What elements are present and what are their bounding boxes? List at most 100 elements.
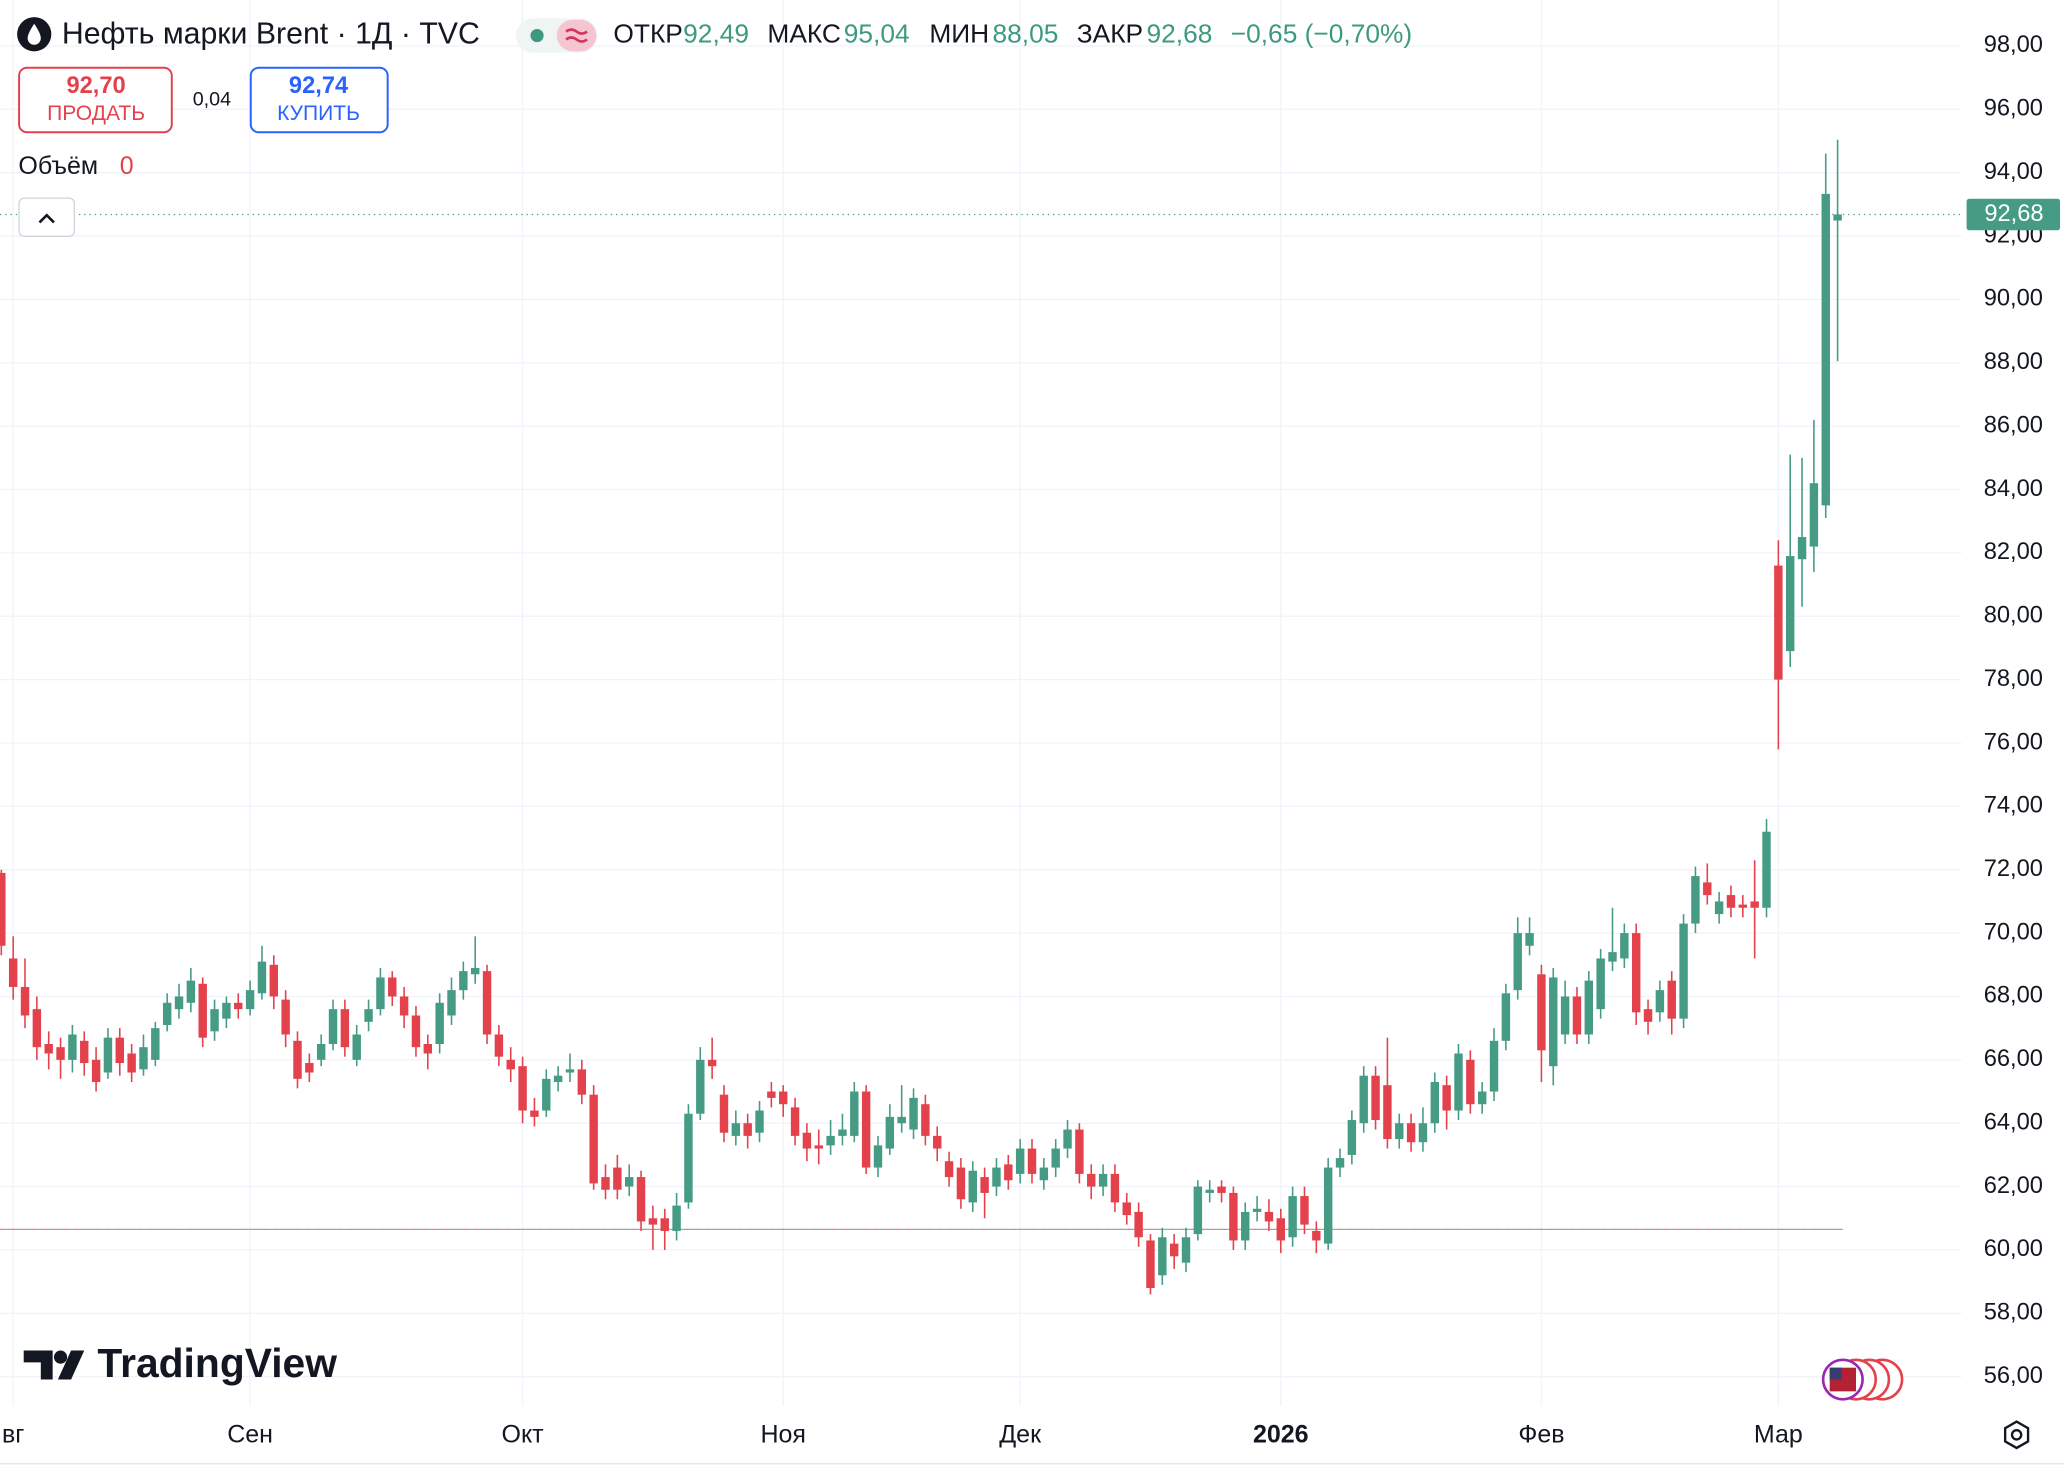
delay-badge [556,19,597,52]
candle-body [1762,831,1771,908]
logo-dot [53,1350,68,1364]
candle-body [1643,1009,1653,1022]
candle-body [719,1094,729,1133]
candle-body [1655,990,1665,1013]
candle-body [1726,895,1736,908]
x-tick-label: Ноя [760,1421,806,1449]
candle-body [151,1028,160,1060]
candle-body [1075,1129,1084,1174]
candle-body [779,1091,788,1105]
candle-body [1371,1075,1380,1121]
candle-body [1525,933,1534,946]
candle-body [933,1135,942,1149]
candle-body [743,1123,752,1136]
candle-body [376,977,385,1010]
candle-body [293,1040,302,1079]
y-tick-label: 72,00 [1984,856,2043,882]
candle-body [1217,1186,1226,1193]
y-tick-label: 58,00 [1984,1300,2043,1326]
candle-body [1335,1158,1345,1168]
logo-text[interactable]: TradingView [97,1340,337,1386]
settings-icon[interactable] [2003,1420,2030,1450]
buy-label: КУПИТЬ [277,102,360,125]
candle-body [1785,556,1795,652]
candle-body [0,872,6,946]
candle-body [921,1104,930,1136]
candle-body [684,1113,693,1203]
candle-body [861,1091,871,1168]
logo-icon [23,1350,85,1380]
candle-body [20,986,30,1016]
candle-body [447,990,456,1016]
candle-body [91,1059,101,1083]
candle-body [482,971,492,1035]
candle-body [1560,996,1570,1035]
y-tick-label: 84,00 [1984,476,2043,502]
price-change: −0,65 (−0,70%) [1231,18,1412,48]
candle-body [1098,1173,1108,1187]
candle-body [636,1177,646,1222]
candle-body [518,1066,527,1111]
x-tick-label: Мар [1754,1421,1803,1449]
buy-button[interactable] [249,66,389,134]
candle-body [1158,1237,1167,1276]
candle-body [968,1170,977,1203]
candle-body [1359,1075,1368,1124]
ohlc-value: 95,04 [844,18,910,48]
x-tick-label: вг [2,1421,24,1449]
candle-body [1513,933,1522,991]
y-tick-label: 68,00 [1984,983,2043,1009]
candle-body [897,1116,906,1124]
candle-body [1063,1129,1072,1149]
candle-body [257,961,267,994]
candle-body [44,1044,53,1054]
ohlc-value: 92,49 [683,18,749,48]
y-tick-label: 56,00 [1984,1363,2043,1389]
candle-body [32,1009,42,1048]
y-tick-label: 76,00 [1984,729,2043,755]
y-tick-label: 94,00 [1984,159,2043,185]
candle-body [956,1167,966,1200]
last-price-badge [1966,198,2061,231]
candle-body [814,1145,823,1149]
candle-body [1051,1148,1060,1168]
candle-body [1193,1186,1203,1235]
candle-body [1584,980,1594,1035]
x-tick-label: Окт [502,1421,545,1449]
candle-body [589,1094,598,1184]
candle-body [1703,882,1712,896]
candle-body [1406,1123,1416,1143]
candle-body [1821,193,1830,506]
sell-button[interactable] [18,66,173,134]
candle-body [388,977,397,997]
candle-body [1454,1053,1463,1111]
candle-body [601,1177,610,1190]
candle-body [1549,977,1558,1067]
candle-body [1264,1211,1274,1222]
ohlc-value: 92,68 [1147,18,1213,48]
candle-body [1312,1230,1321,1241]
candle-body [1087,1173,1096,1187]
candle-body [1466,1059,1475,1105]
y-tick-label: 98,00 [1984,32,2043,58]
candle-body [980,1177,989,1193]
chevron-icon [38,213,55,224]
candle-body [174,996,184,1010]
candle-body [1323,1167,1333,1244]
candle-body [1774,565,1783,680]
candle-body [1027,1148,1037,1174]
y-tick-label: 62,00 [1984,1173,2043,1199]
symbol-title[interactable]: Нефть марки Brent · 1Д · TVC [62,18,480,51]
candle-body [660,1218,669,1231]
market-open-dot [530,28,544,43]
x-tick-label: Сен [227,1421,273,1449]
candle-body [234,1002,243,1010]
y-tick-label: 80,00 [1984,603,2043,629]
candle-body [530,1110,539,1117]
collapse-button[interactable] [18,197,76,237]
x-tick-label: 2026 [1253,1421,1309,1449]
candle-body [316,1044,326,1060]
sell-label: ПРОДАТЬ [47,102,145,125]
ohlc-value: 88,05 [993,18,1059,48]
